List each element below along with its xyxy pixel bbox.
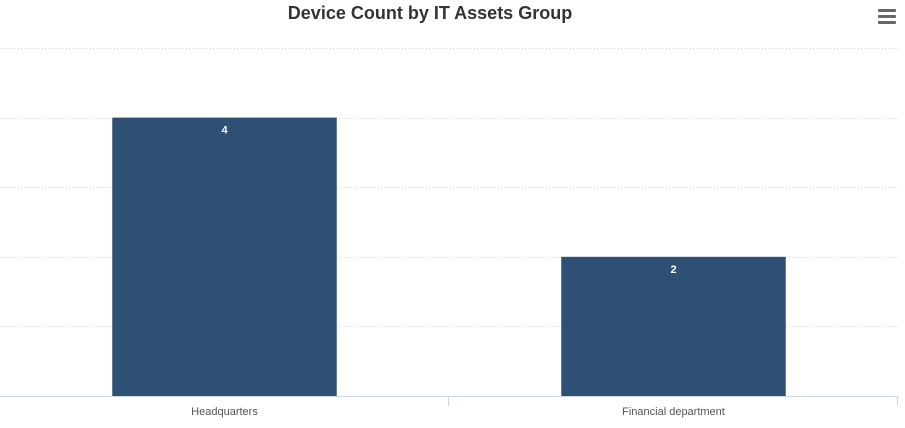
x-axis: Headquarters Financial department [0,396,898,418]
data-label: 2 [670,264,676,276]
bar-financial-department[interactable] [561,256,786,396]
x-tick-label: Headquarters [191,406,258,418]
x-tick-label: Financial department [622,406,725,418]
chart-title: Device Count by IT Assets Group [288,3,572,23]
hamburger-menu-icon[interactable] [878,9,896,25]
bars: 42 [112,117,786,396]
data-label: 4 [221,125,228,137]
bar-headquarters[interactable] [112,117,337,396]
